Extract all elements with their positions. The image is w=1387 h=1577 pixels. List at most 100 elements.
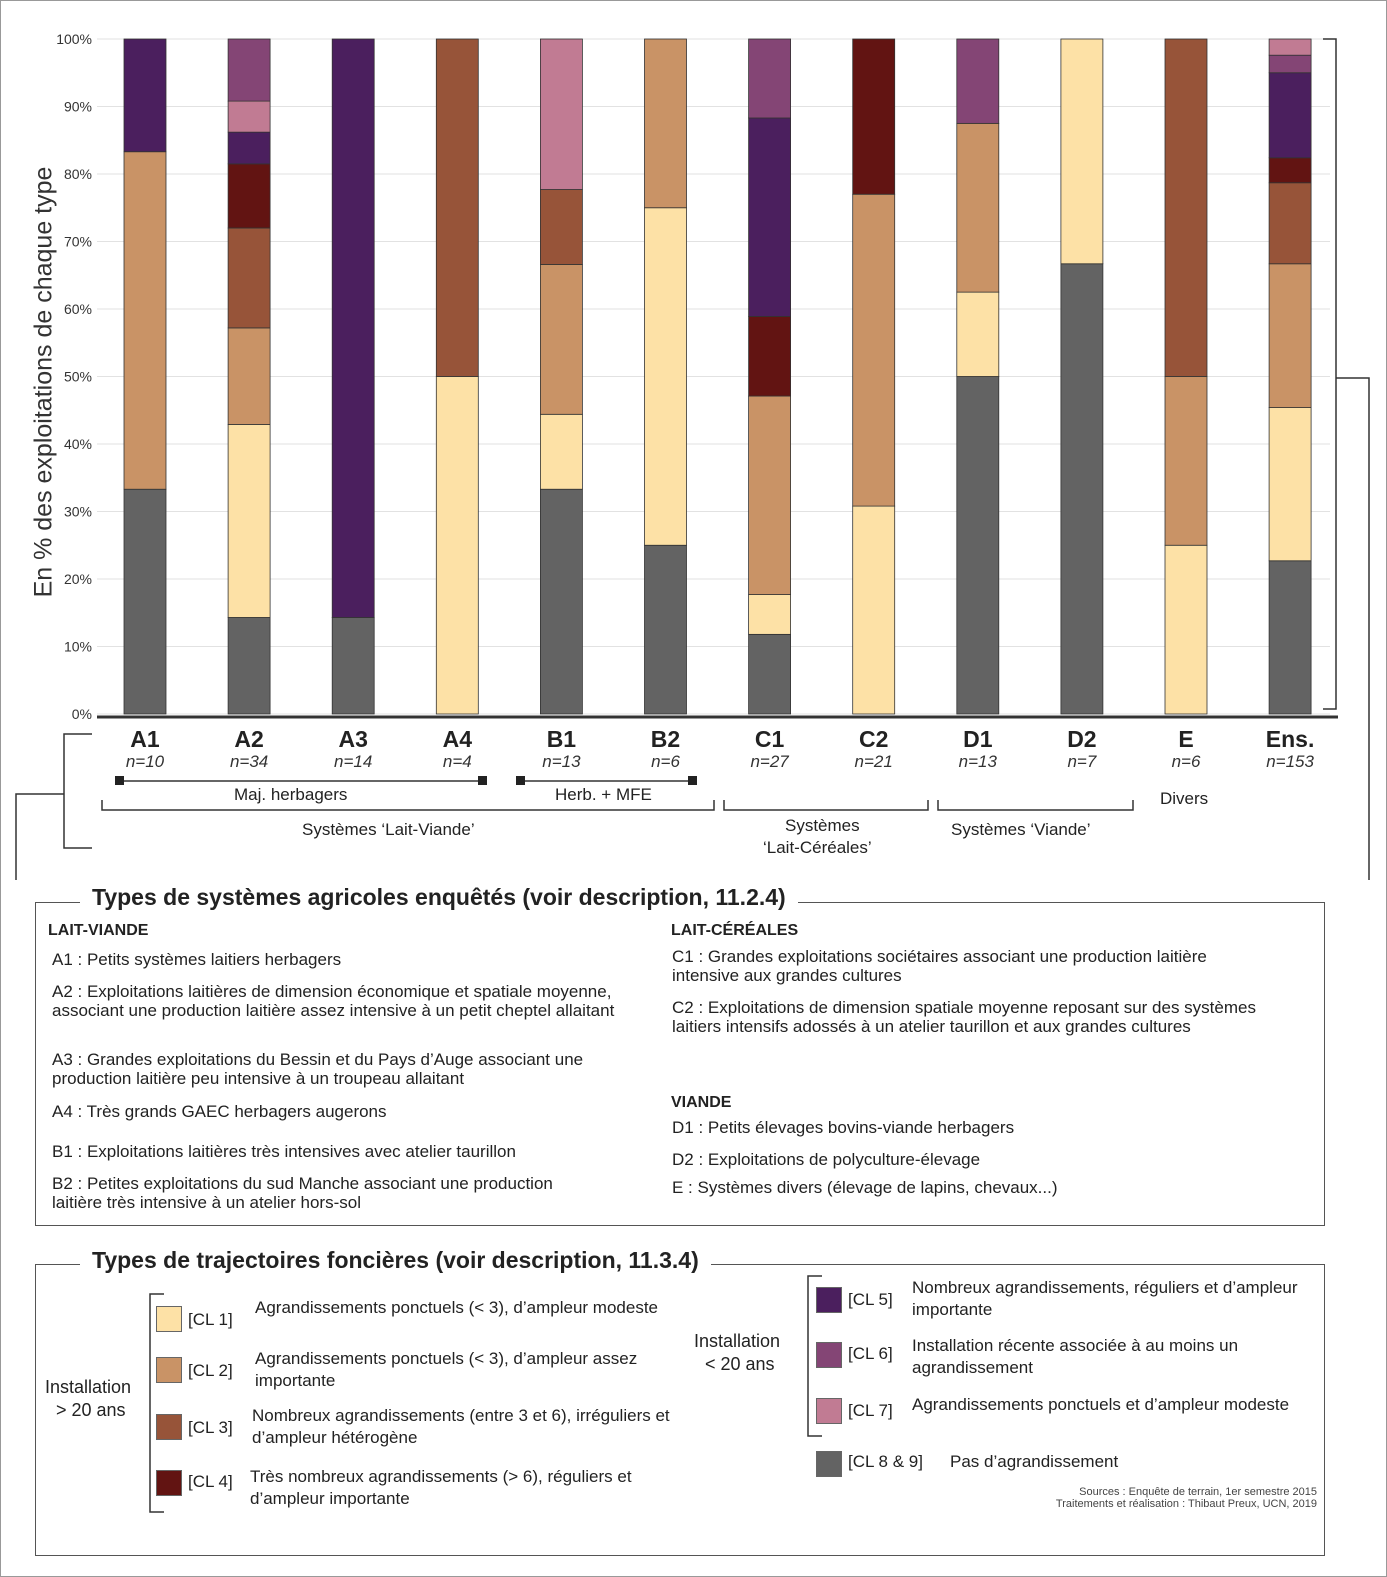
install-old-line2: > 20 ans <box>56 1400 126 1420</box>
bar-segment <box>1060 263 1104 715</box>
cl5-code: [CL 5] <box>848 1290 893 1309</box>
n-labels: n=10 n=34 n=14 n=4 n=13 n=6 n=27 n=21 n=13 n=7 n=6… <box>126 752 1315 771</box>
bar-segment <box>1268 157 1312 184</box>
gridlines <box>97 38 1330 715</box>
cl3-desc: Nombreux agrandissements (entre 3 et 6),… <box>252 1406 670 1447</box>
y-tick-label: 40% <box>64 436 92 452</box>
stacked-bar-chart: 0% 10% 20% 30% 40% 50% 60% 70% 80% 90% 100% A1 A2 A3… <box>15 31 1370 880</box>
type-c1: C1 : Grandes exploitations sociétaires a… <box>672 947 1207 985</box>
bar-segment <box>227 38 271 102</box>
n-label: n=7 <box>1067 752 1096 771</box>
bar-segment <box>852 193 896 507</box>
viande-heading: VIANDE <box>671 1094 732 1111</box>
type-a4: A4 : Très grands GAEC herbagers augerons <box>52 1102 387 1121</box>
bar-segment <box>956 122 1000 293</box>
bar-segment <box>748 395 791 595</box>
bar-segment <box>540 189 583 265</box>
bar-segment <box>1268 263 1312 408</box>
cl5-desc: Nombreux agrandissements, réguliers et d… <box>912 1278 1298 1319</box>
bar-segment <box>540 38 583 190</box>
n-label: n=27 <box>750 752 789 771</box>
cl1-swatch <box>156 1306 182 1332</box>
bar-segment <box>227 227 271 329</box>
type-c2: C2 : Exploitations de dimension spatiale… <box>672 998 1256 1036</box>
bar-segment <box>748 594 791 635</box>
n-label: n=153 <box>1266 752 1314 771</box>
y-tick-label: 90% <box>64 99 92 115</box>
y-tick-label: 100% <box>56 31 92 47</box>
bar-segment <box>956 291 1000 377</box>
chart-bracket <box>1323 38 1337 710</box>
herb-mfe-end-right <box>688 776 697 785</box>
y-tick-label: 60% <box>64 301 92 317</box>
cl7-desc: Agrandissements ponctuels et d’ampleur m… <box>912 1395 1290 1414</box>
viande-bracket <box>937 800 1134 811</box>
n-label: n=14 <box>334 752 372 771</box>
x-category-label: A3 <box>338 726 367 752</box>
bar-segment <box>435 38 479 377</box>
maj-herbagers-end-left <box>115 776 124 785</box>
x-category-label: B2 <box>651 726 680 752</box>
bar-segment <box>748 117 791 317</box>
type-a3: A3 : Grandes exploitations du Bessin et … <box>52 1050 584 1088</box>
x-category-label: D2 <box>1067 726 1096 752</box>
n-label: n=13 <box>542 752 581 771</box>
x-category-label: D1 <box>963 726 993 752</box>
y-axis-label: En % des exploitations de chaque type <box>29 166 58 598</box>
x-category-label: C2 <box>859 726 888 752</box>
cl5-swatch <box>816 1287 842 1313</box>
lait-viande-bracket <box>101 800 715 811</box>
cl6-code: [CL 6] <box>848 1344 893 1363</box>
lait-cereales-heading: LAIT-CÉRÉALES <box>671 922 799 939</box>
bar-segment <box>1060 38 1104 265</box>
x-category-labels: A1 A2 A3 A4 B1 B2 C1 C2 D1 D2 E Ens. <box>130 726 1314 752</box>
bar-segment <box>540 413 583 490</box>
type-a1: A1 : Petits systèmes laitiers herbagers <box>52 950 342 969</box>
bar-segment <box>227 617 271 715</box>
y-tick-label: 70% <box>64 234 92 250</box>
bar-segment <box>1268 182 1312 265</box>
n-label: n=13 <box>959 752 998 771</box>
cl89-swatch <box>816 1451 842 1477</box>
cl4-swatch <box>156 1470 182 1496</box>
bar-segment <box>852 38 896 195</box>
bar-segment <box>1164 376 1208 546</box>
group-lait-viande: Systèmes ‘Lait-Viande’ <box>302 820 475 839</box>
bar-segment <box>331 38 375 618</box>
bar-segment <box>227 131 271 165</box>
n-label: n=6 <box>651 752 680 771</box>
y-tick-label: 20% <box>64 571 92 587</box>
x-category-label: A1 <box>130 726 160 752</box>
y-tick-label: 10% <box>64 639 92 655</box>
bar-segment <box>227 100 271 133</box>
bar-segment <box>644 38 687 209</box>
bar-segment <box>1268 72 1312 159</box>
n-label: n=21 <box>855 752 893 771</box>
group-lait-cereales-line2: ‘Lait-Céréales’ <box>763 838 872 857</box>
cl6-swatch <box>816 1342 842 1368</box>
connector-line-right <box>1336 377 1370 880</box>
connector-line-left <box>15 793 64 880</box>
bar-segment <box>748 316 791 397</box>
y-tick-label: 80% <box>64 166 92 182</box>
bar-segment <box>435 376 479 715</box>
bar-segment <box>1164 38 1208 377</box>
cl7-code: [CL 7] <box>848 1401 893 1420</box>
cl2-code: [CL 2] <box>188 1361 233 1380</box>
group-lait-cereales-line1: Systèmes <box>785 816 860 835</box>
bar-segment <box>1268 38 1312 56</box>
bar-segment <box>1164 544 1208 715</box>
cl6-desc: Installation récente associée à au moins… <box>912 1336 1239 1377</box>
x-category-label: C1 <box>755 726 785 752</box>
bar-segment <box>748 633 791 715</box>
bar-segment <box>1268 560 1312 715</box>
types-box-title: Types de systèmes agricoles enquêtés (vo… <box>80 884 798 911</box>
bar-segment <box>644 544 687 715</box>
bar-segment <box>748 38 791 119</box>
bar-segment <box>956 376 1000 715</box>
install-new-line1: Installation <box>694 1331 781 1351</box>
bar-segment <box>644 207 687 546</box>
bar-segment <box>227 424 271 618</box>
maj-herbagers-end-right <box>478 776 487 785</box>
cl89-code: [CL 8 & 9] <box>848 1452 923 1471</box>
